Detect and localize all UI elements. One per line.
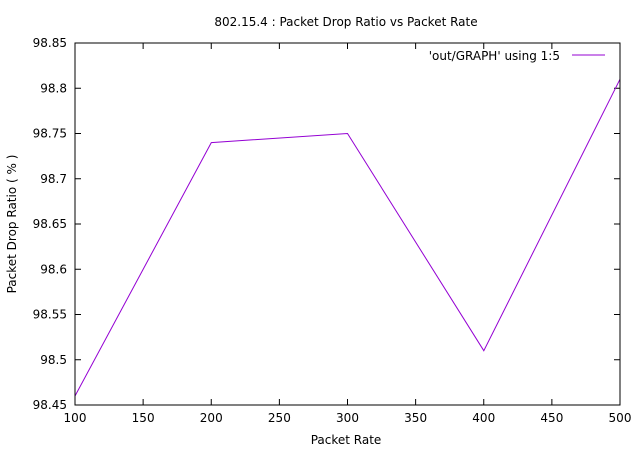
x-tick-label: 500 xyxy=(609,411,632,425)
series-line xyxy=(74,78,621,397)
y-tick-label: 98.45 xyxy=(33,398,67,412)
y-tick-label: 98.75 xyxy=(33,127,67,141)
legend: 'out/GRAPH' using 1:5 xyxy=(429,49,605,63)
y-tick-label: 98.6 xyxy=(40,262,67,276)
y-tick-label: 98.5 xyxy=(40,353,67,367)
x-tick-label: 350 xyxy=(404,411,427,425)
y-tick-label: 98.65 xyxy=(33,217,67,231)
y-tick-label: 98.55 xyxy=(33,308,67,322)
x-tick-label: 200 xyxy=(200,411,223,425)
plot-frame xyxy=(74,42,621,406)
x-tick-label: 400 xyxy=(472,411,495,425)
x-axis-label: Packet Rate xyxy=(311,433,382,447)
y-axis-label: Packet Drop Ratio ( % ) xyxy=(5,155,19,294)
axis-ticks: 100 150 200 250 300 350 400 450 500 98.45 98.5 98.5… xyxy=(33,36,632,425)
x-tick-label: 300 xyxy=(336,411,359,425)
legend-label: 'out/GRAPH' using 1:5 xyxy=(429,49,560,63)
y-tick-label: 98.85 xyxy=(33,36,67,50)
x-tick-label: 450 xyxy=(540,411,563,425)
x-tick-label: 100 xyxy=(64,411,87,425)
x-tick-label: 250 xyxy=(268,411,291,425)
x-tick-label: 150 xyxy=(132,411,155,425)
y-tick-label: 98.7 xyxy=(40,172,67,186)
y-tick-label: 98.8 xyxy=(40,81,67,95)
chart-title: 802.15.4 : Packet Drop Ratio vs Packet R… xyxy=(214,15,477,29)
series-layer xyxy=(74,78,621,397)
